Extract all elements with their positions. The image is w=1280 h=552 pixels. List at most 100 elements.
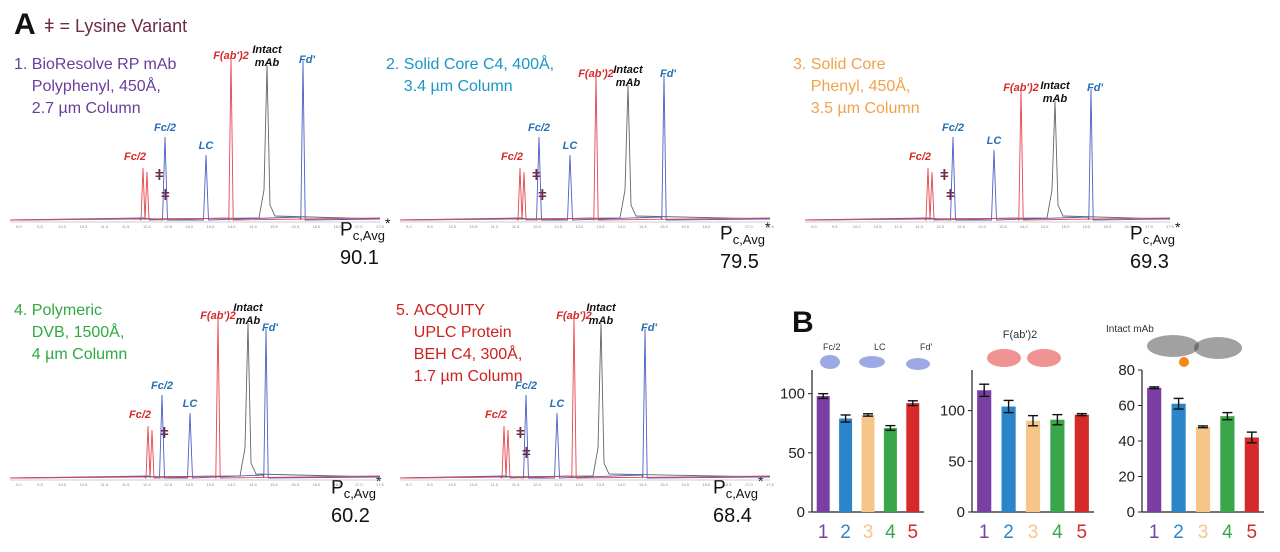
lysine-symbol: ǂ bbox=[44, 16, 55, 36]
peak-label-mab: mAb bbox=[616, 77, 641, 89]
reduced-trace bbox=[399, 74, 771, 221]
structure-label: Fd' bbox=[920, 342, 933, 352]
x-tick: 12.0 bbox=[143, 482, 152, 487]
ides-trace bbox=[399, 316, 771, 480]
x-tick: 15.5 bbox=[681, 482, 690, 487]
x-tick: 15.5 bbox=[681, 224, 690, 229]
y-tick-label: 60 bbox=[1118, 398, 1135, 415]
ides-trace bbox=[399, 74, 771, 222]
lc-structure bbox=[859, 356, 885, 368]
pc-value: 60.2 bbox=[331, 505, 370, 528]
column-number: 1. bbox=[14, 56, 32, 73]
x-tick: 17.0 bbox=[745, 224, 754, 229]
bar-5 bbox=[1074, 414, 1089, 512]
bar-chart-2: 0 50 100 F(ab')2 1 2 3 4 5 bbox=[940, 329, 1094, 543]
bar-2 bbox=[1001, 406, 1016, 512]
bar-5 bbox=[906, 403, 920, 512]
pc-asterisk: * bbox=[764, 219, 771, 235]
x-tick: 9.0 bbox=[406, 224, 412, 229]
x-tick: 11.5 bbox=[122, 224, 130, 229]
x-tick: 12.0 bbox=[936, 224, 945, 229]
column-number: 5. bbox=[396, 302, 414, 319]
x-category-label: 2 bbox=[1003, 522, 1014, 543]
ides-trace bbox=[804, 88, 1171, 222]
bar-2 bbox=[839, 418, 853, 512]
x-tick: 10.0 bbox=[448, 224, 457, 229]
x-tick: 9.5 bbox=[427, 482, 433, 487]
x-tick: 14.5 bbox=[639, 224, 648, 229]
x-tick: 17.0 bbox=[355, 482, 364, 487]
x-tick: 14.0 bbox=[618, 482, 627, 487]
x-tick: 11.5 bbox=[512, 482, 520, 487]
peak-label-fc2-blue: Fc/2 bbox=[151, 380, 173, 392]
x-tick: 11.0 bbox=[491, 482, 499, 487]
x-tick: 10.0 bbox=[448, 482, 457, 487]
x-tick: 9.5 bbox=[832, 224, 838, 229]
x-tick: 9.0 bbox=[16, 224, 22, 229]
x-category-label: 4 bbox=[885, 522, 896, 543]
x-tick: 10.5 bbox=[80, 482, 89, 487]
bar-5 bbox=[1244, 437, 1259, 512]
fab2-structure bbox=[987, 349, 1021, 367]
x-tick: 13.0 bbox=[185, 482, 194, 487]
x-tick: 17.5 bbox=[766, 482, 775, 487]
fd-structure bbox=[906, 358, 930, 370]
x-category-label: 3 bbox=[1198, 522, 1209, 543]
x-tick: 15.0 bbox=[1062, 224, 1071, 229]
reduced-trace bbox=[399, 328, 771, 479]
lysine-marker: ǂ bbox=[522, 445, 531, 462]
bar-chart-3: 0 20 40 60 80 Intact mAb 1 2 3 4 5 bbox=[1106, 324, 1264, 543]
x-tick: 10.5 bbox=[874, 224, 883, 229]
x-tick: 10.0 bbox=[58, 482, 67, 487]
lysine-marker: ǂ bbox=[161, 187, 170, 204]
x-tick: 14.0 bbox=[618, 224, 627, 229]
peak-label-lc: LC bbox=[183, 398, 199, 410]
x-tick: 11.0 bbox=[101, 482, 109, 487]
y-tick-label: 20 bbox=[1118, 469, 1135, 486]
lysine-marker: ǂ bbox=[532, 167, 541, 184]
peak-label-fd: Fd' bbox=[262, 322, 278, 334]
x-tick: 13.5 bbox=[207, 482, 216, 487]
pc-avg-2: Pc,Avg* 79.5 bbox=[720, 216, 770, 274]
column-label-2: 2. Solid Core C4, 400Å, 3.4 µm Column bbox=[386, 54, 554, 98]
x-tick: 12.5 bbox=[554, 224, 563, 229]
x-tick: 11.5 bbox=[512, 224, 520, 229]
x-tick: 16.0 bbox=[702, 224, 711, 229]
x-tick: 17.5 bbox=[376, 224, 385, 229]
y-tick-label: 50 bbox=[948, 453, 965, 470]
y-tick-label: 100 bbox=[780, 386, 805, 403]
column-label-1: 1. BioResolve RP mAb Polyphenyl, 450Å, 2… bbox=[14, 54, 176, 120]
x-tick: 16.5 bbox=[724, 224, 733, 229]
pc-avg-3: Pc,Avg* 69.3 bbox=[1130, 216, 1180, 274]
peak-label-fab2: F(ab')2 bbox=[578, 68, 614, 80]
x-tick: 12.0 bbox=[533, 224, 542, 229]
peak-label-mab: mAb bbox=[255, 57, 280, 69]
chromatogram-1: 9.0 9.5 10.0 10.5 11.0 11.5 12.0 12.5 13.0 13.5 14… bbox=[9, 44, 385, 229]
lysine-marker: ǂ bbox=[160, 425, 169, 442]
x-tick: 13.5 bbox=[597, 224, 606, 229]
x-tick: 10.5 bbox=[470, 482, 479, 487]
reduced-trace bbox=[804, 88, 1171, 221]
lysine-marker: ǂ bbox=[538, 187, 547, 204]
pc-subscript: c,Avg bbox=[1142, 232, 1175, 248]
y-tick-label: 0 bbox=[797, 504, 805, 521]
pc-avg-1: Pc,Avg* 90.1 bbox=[340, 212, 390, 270]
x-tick: 16.0 bbox=[312, 482, 321, 487]
pc-asterisk: * bbox=[375, 473, 382, 489]
x-tick: 15.5 bbox=[1082, 224, 1091, 229]
bar-3 bbox=[1195, 426, 1211, 512]
pc-value: 90.1 bbox=[340, 247, 379, 270]
pc-symbol: P bbox=[331, 477, 344, 499]
peak-label-fab2: F(ab')2 bbox=[213, 50, 249, 62]
pc-subscript: c,Avg bbox=[732, 232, 765, 248]
y-tick-label: 0 bbox=[1127, 504, 1135, 521]
x-tick: 11.0 bbox=[101, 224, 109, 229]
x-tick: 10.0 bbox=[58, 224, 67, 229]
y-tick-label: 100 bbox=[940, 403, 965, 420]
x-tick: 16.0 bbox=[702, 482, 711, 487]
x-tick: 17.5 bbox=[766, 224, 775, 229]
peak-label-lc: LC bbox=[199, 140, 215, 152]
column-label-4: 4. Polymeric DVB, 1500Å, 4 µm Column bbox=[14, 300, 127, 366]
x-tick: 15.0 bbox=[660, 482, 669, 487]
x-tick: 16.5 bbox=[334, 482, 343, 487]
